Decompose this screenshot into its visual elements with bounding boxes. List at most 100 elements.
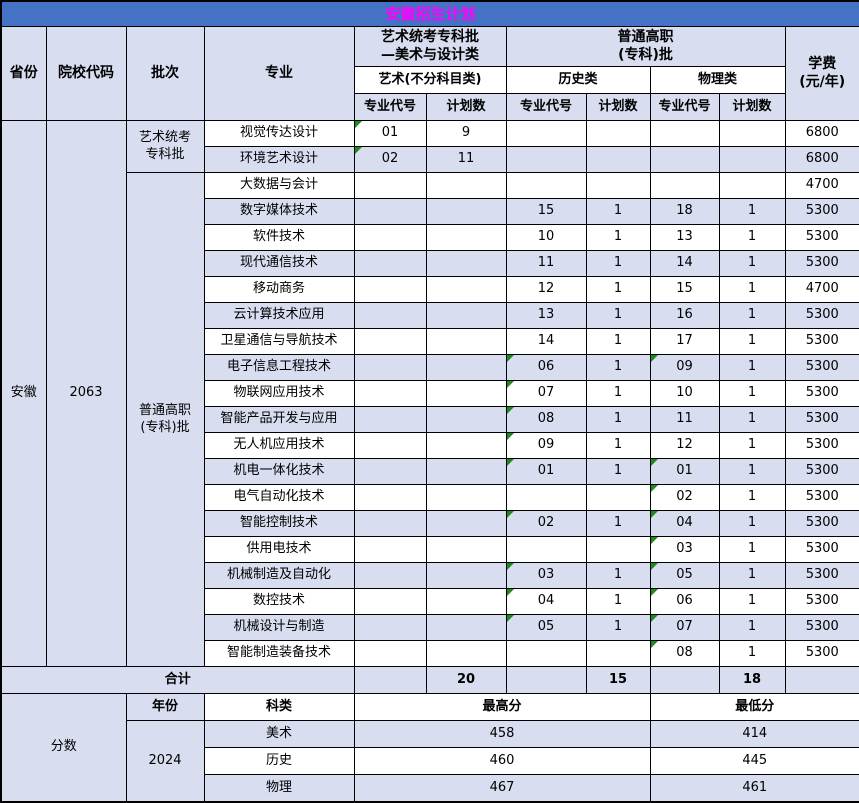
plan-row: 机械制造及自动化 03 1 05 1 5300 xyxy=(1,562,859,589)
tuition-cell: 5300 xyxy=(784,302,859,329)
hist-count-cell xyxy=(585,484,651,511)
score-min-value: 414 xyxy=(649,720,859,748)
phys-code-cell: 16 xyxy=(649,302,720,329)
hist-code-cell: 12 xyxy=(505,276,587,303)
phys-code-cell: 03 xyxy=(649,536,720,563)
art-code-cell xyxy=(353,224,427,251)
art-code-cell xyxy=(353,380,427,407)
hist-count-cell xyxy=(585,536,651,563)
phys-code-cell: 08 xyxy=(649,640,720,667)
major-cell: 无人机应用技术 xyxy=(203,432,355,459)
art-code-cell xyxy=(353,328,427,355)
major-cell: 现代通信技术 xyxy=(203,250,355,277)
major-cell: 环境艺术设计 xyxy=(203,146,355,173)
score-year-label: 年份 xyxy=(125,693,205,721)
plan-row: 数字媒体技术 15 1 18 1 5300 xyxy=(1,198,859,225)
tuition-cell: 5300 xyxy=(784,250,859,277)
plan-row: 智能产品开发与应用 08 1 11 1 5300 xyxy=(1,406,859,433)
phys-code-cell: 15 xyxy=(649,276,720,303)
art-count-cell xyxy=(425,458,507,485)
plan-row: 安徽 2063 艺术统考 专科批 视觉传达设计 01 9 6800 xyxy=(0,120,859,667)
phys-code-cell xyxy=(649,172,720,199)
score-subject: 物理 xyxy=(203,774,355,802)
phys-code-cell: 14 xyxy=(649,250,720,277)
phys-code-cell: 01 xyxy=(649,458,720,485)
hist-code-cell: 15 xyxy=(505,198,587,225)
hist-count-cell: 1 xyxy=(585,380,651,407)
art-code-cell xyxy=(353,302,427,329)
tuition-cell: 5300 xyxy=(784,406,859,433)
hist-code-cell: 14 xyxy=(505,328,587,355)
art-code-cell xyxy=(353,484,427,511)
general-group-line1: 普通高职 xyxy=(617,29,674,45)
art-count-cell xyxy=(425,510,507,537)
tuition-cell: 6800 xyxy=(784,120,859,147)
score-min-value: 445 xyxy=(649,747,859,775)
tuition-cell: 4700 xyxy=(784,276,859,303)
phys-count-cell: 1 xyxy=(718,250,786,277)
art-count-cell xyxy=(425,588,507,615)
hist-count-cell xyxy=(585,120,651,147)
hist-code-cell xyxy=(505,484,587,511)
major-cell: 供用电技术 xyxy=(203,536,355,563)
hist-code-cell xyxy=(505,640,587,667)
art-code-cell xyxy=(353,536,427,563)
phys-count-cell: 1 xyxy=(718,614,786,641)
score-row-art: 2024 美术 458 414 xyxy=(1,720,859,802)
batch-art-line2: 专科批 xyxy=(145,146,185,162)
hist-code-cell xyxy=(505,172,587,199)
col-group-art-batch: 艺术统考专科批 —美术与设计类 xyxy=(353,26,507,67)
phys-code-cell: 12 xyxy=(649,432,720,459)
batch-general-line1: 普通高职 xyxy=(138,403,191,419)
hist-count-cell: 1 xyxy=(585,250,651,277)
art-code-cell xyxy=(353,198,427,225)
score-max-value: 458 xyxy=(353,720,651,748)
art-count-cell xyxy=(425,406,507,433)
hist-count-cell: 1 xyxy=(585,328,651,355)
col-header-hist-major-code: 专业代号 xyxy=(505,93,587,121)
total-tuition xyxy=(784,666,859,694)
major-cell: 电子信息工程技术 xyxy=(203,354,355,381)
art-count-cell xyxy=(425,380,507,407)
plan-row: 云计算技术应用 13 1 16 1 5300 xyxy=(1,302,859,329)
plan-row: 现代通信技术 11 1 14 1 5300 xyxy=(1,250,859,277)
phys-count-cell: 1 xyxy=(718,510,786,537)
major-cell: 数控技术 xyxy=(203,588,355,615)
score-max-value: 460 xyxy=(353,747,651,775)
hist-code-cell: 06 xyxy=(505,354,587,381)
total-phys-count: 18 xyxy=(718,666,786,694)
tuition-cell: 5300 xyxy=(784,562,859,589)
total-row: 合计 20 15 18 xyxy=(0,666,859,694)
batch-cell-art: 艺术统考 专科批 xyxy=(125,120,205,173)
tuition-cell: 5300 xyxy=(784,640,859,667)
art-group-line1: 艺术统考专科批 xyxy=(381,29,479,45)
tuition-cell: 5300 xyxy=(784,458,859,485)
major-cell: 机械制造及自动化 xyxy=(203,562,355,589)
total-label: 合计 xyxy=(0,666,355,694)
art-code-cell xyxy=(353,510,427,537)
hist-code-cell: 08 xyxy=(505,406,587,433)
hist-count-cell: 1 xyxy=(585,406,651,433)
hist-code-cell: 04 xyxy=(505,588,587,615)
phys-count-cell: 1 xyxy=(718,562,786,589)
plan-row: 机械设计与制造 05 1 07 1 5300 xyxy=(1,614,859,641)
col-header-batch: 批次 xyxy=(125,26,205,121)
score-max-label: 最高分 xyxy=(353,693,651,721)
art-count-cell xyxy=(425,484,507,511)
score-year-value: 2024 xyxy=(125,720,205,802)
phys-code-cell: 04 xyxy=(649,510,720,537)
subgroup-physics: 物理类 xyxy=(649,66,786,94)
plan-row: 电子信息工程技术 06 1 09 1 5300 xyxy=(1,354,859,381)
hist-code-cell: 09 xyxy=(505,432,587,459)
phys-code-cell: 11 xyxy=(649,406,720,433)
plan-row: 电气自动化技术 02 1 5300 xyxy=(1,484,859,511)
general-group-line2: (专科)批 xyxy=(618,46,673,63)
phys-count-cell: 1 xyxy=(718,588,786,615)
phys-code-cell: 06 xyxy=(649,588,720,615)
art-count-cell xyxy=(425,614,507,641)
phys-code-cell: 17 xyxy=(649,328,720,355)
art-code-cell xyxy=(353,354,427,381)
plan-row: 数控技术 04 1 06 1 5300 xyxy=(1,588,859,615)
col-header-art-plan-count: 计划数 xyxy=(425,93,507,121)
